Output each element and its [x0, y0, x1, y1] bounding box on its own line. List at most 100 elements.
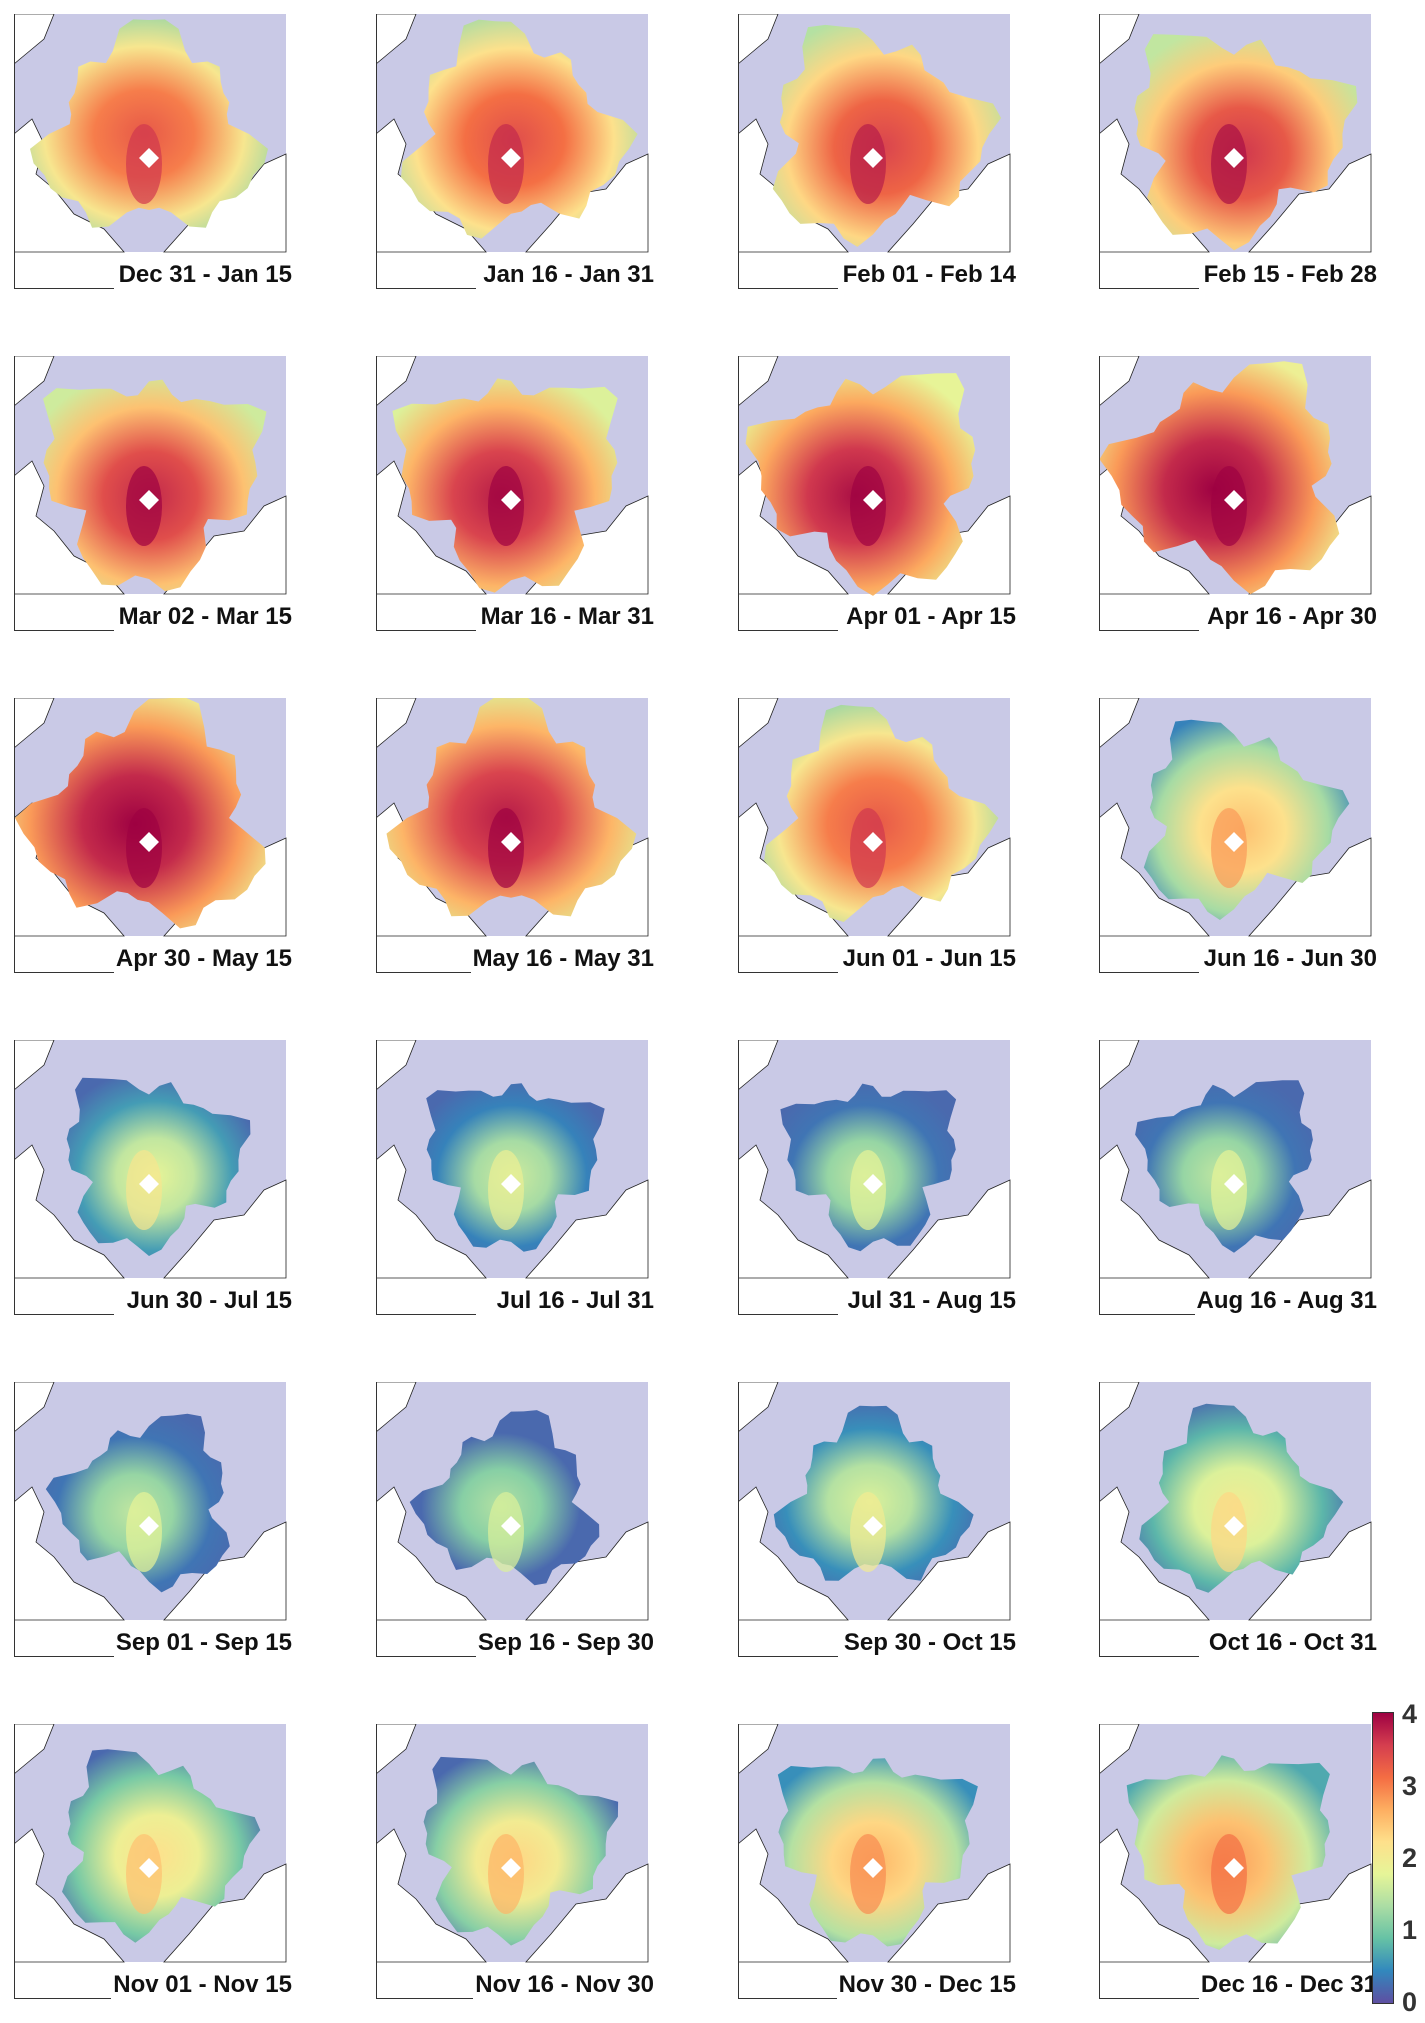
- sea-ice-map: [14, 698, 287, 973]
- map-panel: Dec 16 - Dec 31: [1099, 1724, 1379, 1999]
- pole-hole-marker: [1224, 832, 1244, 852]
- thick-ice-region: [488, 124, 524, 204]
- period-label: Sep 16 - Sep 30: [475, 1629, 656, 1657]
- thick-ice-region: [126, 124, 162, 204]
- thick-ice-region: [1211, 124, 1247, 204]
- sea-ice-map: [738, 1724, 1011, 1999]
- period-label: Apr 01 - Apr 15: [844, 603, 1018, 631]
- map-panel: Apr 16 - Apr 30: [1099, 356, 1379, 631]
- period-label: Jun 30 - Jul 15: [124, 1287, 294, 1315]
- land-mask: [14, 356, 287, 595]
- period-label: Feb 01 - Feb 14: [840, 261, 1018, 289]
- map-panel: Nov 01 - Nov 15: [14, 1724, 294, 1999]
- thick-ice-region: [126, 1492, 162, 1572]
- period-label: Jul 16 - Jul 31: [494, 1287, 656, 1315]
- period-label: Oct 16 - Oct 31: [1206, 1629, 1379, 1657]
- colorbar-tick: 1: [1402, 1915, 1418, 1945]
- sea-ice-thickness: [423, 1756, 619, 1946]
- sea-ice-map: [376, 356, 649, 631]
- sea-ice-map: [14, 1724, 287, 1999]
- map-panel: Sep 16 - Sep 30: [376, 1382, 656, 1657]
- pole-hole-marker: [863, 1516, 883, 1536]
- pole-hole-marker: [139, 1516, 159, 1536]
- thick-ice-region: [488, 1834, 524, 1914]
- pole-hole-marker: [139, 1174, 159, 1194]
- sea-ice-map: [738, 14, 1011, 289]
- sea-ice-map: [1099, 1040, 1372, 1315]
- pole-hole-marker: [1224, 490, 1244, 510]
- period-label: Dec 31 - Jan 15: [116, 261, 294, 289]
- pole-hole-marker: [139, 1858, 159, 1878]
- thick-ice-region: [488, 1492, 524, 1572]
- pole-hole-marker: [501, 148, 521, 168]
- land-mask: [1099, 1040, 1372, 1279]
- map-panel: Oct 16 - Oct 31: [1099, 1382, 1379, 1657]
- thick-ice-region: [126, 1834, 162, 1914]
- thick-ice-region: [488, 466, 524, 546]
- period-label: May 16 - May 31: [470, 945, 656, 973]
- colorbar-tick: 0: [1402, 1987, 1418, 2017]
- land-mask: [376, 1724, 649, 1963]
- thick-ice-region: [850, 466, 886, 546]
- sea-ice-thickness: [1139, 1403, 1344, 1593]
- period-label: Jul 31 - Aug 15: [845, 1287, 1018, 1315]
- map-panel: Jun 16 - Jun 30: [1099, 698, 1379, 973]
- period-label: Nov 16 - Nov 30: [473, 1971, 656, 1999]
- colorbar: [1372, 1712, 1394, 2004]
- pole-hole-marker: [863, 1174, 883, 1194]
- map-panel: Nov 16 - Nov 30: [376, 1724, 656, 1999]
- land-mask: [14, 1040, 287, 1279]
- period-label: Sep 30 - Oct 15: [841, 1629, 1018, 1657]
- thick-ice-region: [1211, 1150, 1247, 1230]
- pole-hole-marker: [139, 490, 159, 510]
- sea-ice-map: [1099, 1382, 1372, 1657]
- sea-ice-map: [738, 1382, 1011, 1657]
- sea-ice-map: [376, 698, 649, 973]
- thick-ice-region: [1211, 466, 1247, 546]
- land-mask: [1099, 1382, 1372, 1621]
- land-mask: [1099, 14, 1372, 253]
- land-mask: [376, 1382, 649, 1621]
- land-mask: [738, 1724, 1011, 1963]
- thick-ice-region: [488, 1150, 524, 1230]
- sea-ice-thickness: [1134, 34, 1358, 251]
- sea-ice-map: [1099, 14, 1372, 289]
- period-label: Mar 02 - Mar 15: [116, 603, 294, 631]
- period-label: Feb 15 - Feb 28: [1201, 261, 1379, 289]
- sea-ice-map: [14, 1040, 287, 1315]
- pole-hole-marker: [863, 148, 883, 168]
- sea-ice-thickness: [62, 1749, 261, 1943]
- sea-ice-map: [738, 356, 1011, 631]
- sea-ice-thickness: [773, 1405, 974, 1581]
- land-mask: [738, 1382, 1011, 1621]
- map-panel: Apr 01 - Apr 15: [738, 356, 1018, 631]
- sea-ice-thickness: [772, 24, 1002, 247]
- land-mask: [376, 1040, 649, 1279]
- map-panel: Mar 16 - Mar 31: [376, 356, 656, 631]
- period-label: Nov 01 - Nov 15: [111, 1971, 294, 1999]
- map-panel: Mar 02 - Mar 15: [14, 356, 294, 631]
- map-panel: Dec 31 - Jan 15: [14, 14, 294, 289]
- map-panel: Jun 01 - Jun 15: [738, 698, 1018, 973]
- sea-ice-map: [376, 14, 649, 289]
- period-label: Apr 16 - Apr 30: [1205, 603, 1379, 631]
- pole-hole-marker: [501, 490, 521, 510]
- map-panel: Aug 16 - Aug 31: [1099, 1040, 1379, 1315]
- pole-hole-marker: [863, 1858, 883, 1878]
- pole-hole-marker: [139, 832, 159, 852]
- period-label: Aug 16 - Aug 31: [1194, 1287, 1379, 1315]
- pole-hole-marker: [139, 148, 159, 168]
- sea-ice-map: [376, 1382, 649, 1657]
- land-mask: [1099, 1724, 1372, 1963]
- pole-hole-marker: [1224, 1174, 1244, 1194]
- map-panel: Jan 16 - Jan 31: [376, 14, 656, 289]
- pole-hole-marker: [1224, 1516, 1244, 1536]
- pole-hole-marker: [501, 1858, 521, 1878]
- sea-ice-thickness: [386, 698, 637, 917]
- map-panel: Sep 30 - Oct 15: [738, 1382, 1018, 1657]
- pole-hole-marker: [863, 832, 883, 852]
- period-label: Dec 16 - Dec 31: [1198, 1971, 1379, 1999]
- sea-ice-map: [1099, 1724, 1372, 1999]
- sea-ice-map: [14, 356, 287, 631]
- sea-ice-thickness: [30, 19, 268, 228]
